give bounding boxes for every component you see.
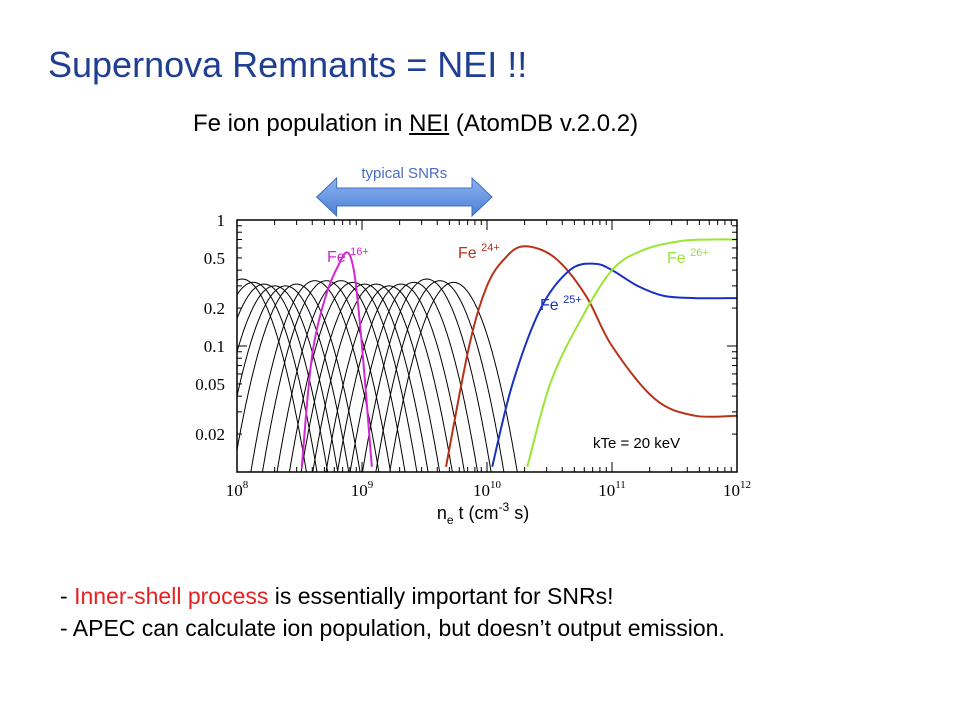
series-label-fe26plus: Fe 26+ bbox=[667, 247, 709, 267]
x-tick-label: 108 bbox=[226, 479, 249, 500]
x-tick-label: 1012 bbox=[723, 479, 751, 500]
subtitle-nei: NEI bbox=[409, 110, 450, 137]
slide-title: Supernova Remnants = NEI !! bbox=[48, 44, 528, 85]
bullet-dash: - bbox=[60, 615, 73, 641]
series-label-fe16plus: Fe 16+ bbox=[327, 246, 369, 266]
y-tick-label: 0.5 bbox=[204, 249, 225, 268]
x-tick-label: 1010 bbox=[473, 479, 502, 500]
y-tick-label: 0.2 bbox=[204, 299, 225, 318]
bullet-item-2: - APEC can calculate ion population, but… bbox=[60, 612, 725, 644]
other-ion-curve-9 bbox=[276, 280, 406, 472]
series-line-fe24plus bbox=[445, 245, 738, 467]
other-ion-curve-8 bbox=[261, 280, 391, 472]
other-ion-curve-14 bbox=[336, 283, 465, 472]
bullet-dash: - bbox=[60, 583, 75, 609]
other-ion-curve-18 bbox=[389, 281, 518, 472]
other-ion-curve-4 bbox=[237, 285, 339, 472]
other-ion-curve-10 bbox=[288, 281, 418, 472]
series-line-fe26plus bbox=[526, 238, 738, 468]
y-tick-label: 0.05 bbox=[195, 375, 225, 394]
bullet-highlight: Inner-shell process bbox=[74, 583, 269, 609]
y-tick-label: 1 bbox=[217, 211, 226, 230]
other-ion-curve-2 bbox=[237, 281, 318, 472]
other-ion-curve-3 bbox=[237, 283, 329, 472]
other-ion-curve-15 bbox=[349, 281, 479, 472]
y-tick-label: 0.02 bbox=[195, 425, 225, 444]
other-ion-curve-17 bbox=[375, 280, 505, 472]
bullet-text: APEC can calculate ion population, but d… bbox=[72, 615, 725, 641]
subtitle-pre: Fe ion population in bbox=[193, 110, 410, 137]
other-ion-curves bbox=[237, 278, 518, 472]
bullet-text: is essentially important for SNRs! bbox=[268, 583, 614, 609]
other-ion-curve-11 bbox=[300, 283, 429, 472]
series-label-fe25plus: Fe 25+ bbox=[540, 294, 582, 314]
other-ion-curve-6 bbox=[237, 283, 361, 472]
other-ion-curve-1 bbox=[237, 278, 307, 472]
other-ion-curve-13 bbox=[325, 285, 453, 472]
series-line-fe25plus bbox=[491, 262, 738, 468]
chart-subtitle: Fe ion population in NEI (AtomDB v.2.0.2… bbox=[193, 110, 638, 138]
other-ion-curve-16 bbox=[361, 278, 492, 472]
bullet-list: - Inner-shell process is essentially imp… bbox=[60, 580, 725, 644]
temperature-annotation: kTe = 20 keV bbox=[593, 435, 680, 452]
x-tick-label: 1011 bbox=[598, 479, 626, 500]
bullet-item-1: - Inner-shell process is essentially imp… bbox=[60, 580, 725, 612]
y-tick-label: 0.1 bbox=[204, 337, 225, 356]
other-ion-curve-7 bbox=[250, 280, 380, 472]
subtitle-post: (AtomDB v.2.0.2) bbox=[449, 110, 639, 137]
typical-snrs-arrow bbox=[315, 176, 493, 218]
series-line-fe16plus bbox=[300, 251, 373, 467]
x-tick-label: 109 bbox=[351, 479, 374, 500]
typical-snrs-label: typical SNRs bbox=[361, 165, 447, 182]
other-ion-curve-12 bbox=[312, 283, 441, 472]
x-axis-label: ne t (cm-3 s) bbox=[437, 500, 529, 527]
series-label-fe24plus: Fe 24+ bbox=[458, 242, 500, 262]
